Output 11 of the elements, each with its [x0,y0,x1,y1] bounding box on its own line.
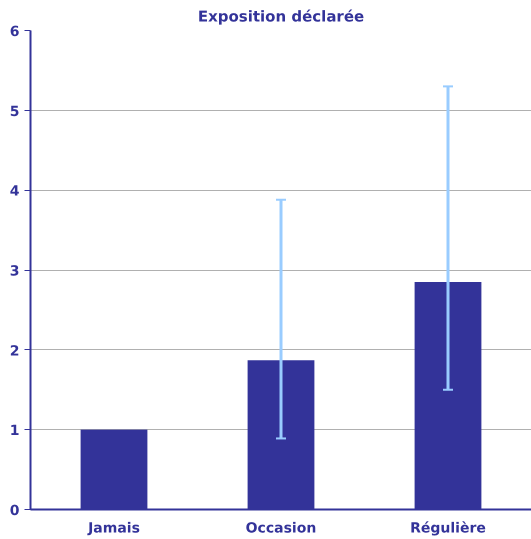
x-tick-label: Occasion [246,520,316,536]
y-tick-label: 1 [10,423,20,440]
y-tick-label: 4 [10,184,20,200]
y-tick-label: 0 [10,503,20,519]
x-tick-label: Régulière [410,520,486,536]
chart-title: Exposition déclarée [198,8,364,26]
y-tick-label: 2 [10,343,20,360]
y-tick-label: 6 [10,24,20,40]
y-tick-label: 5 [10,104,20,120]
x-tick-label: Jamais [87,520,140,536]
y-tick-label: 3 [10,264,20,280]
